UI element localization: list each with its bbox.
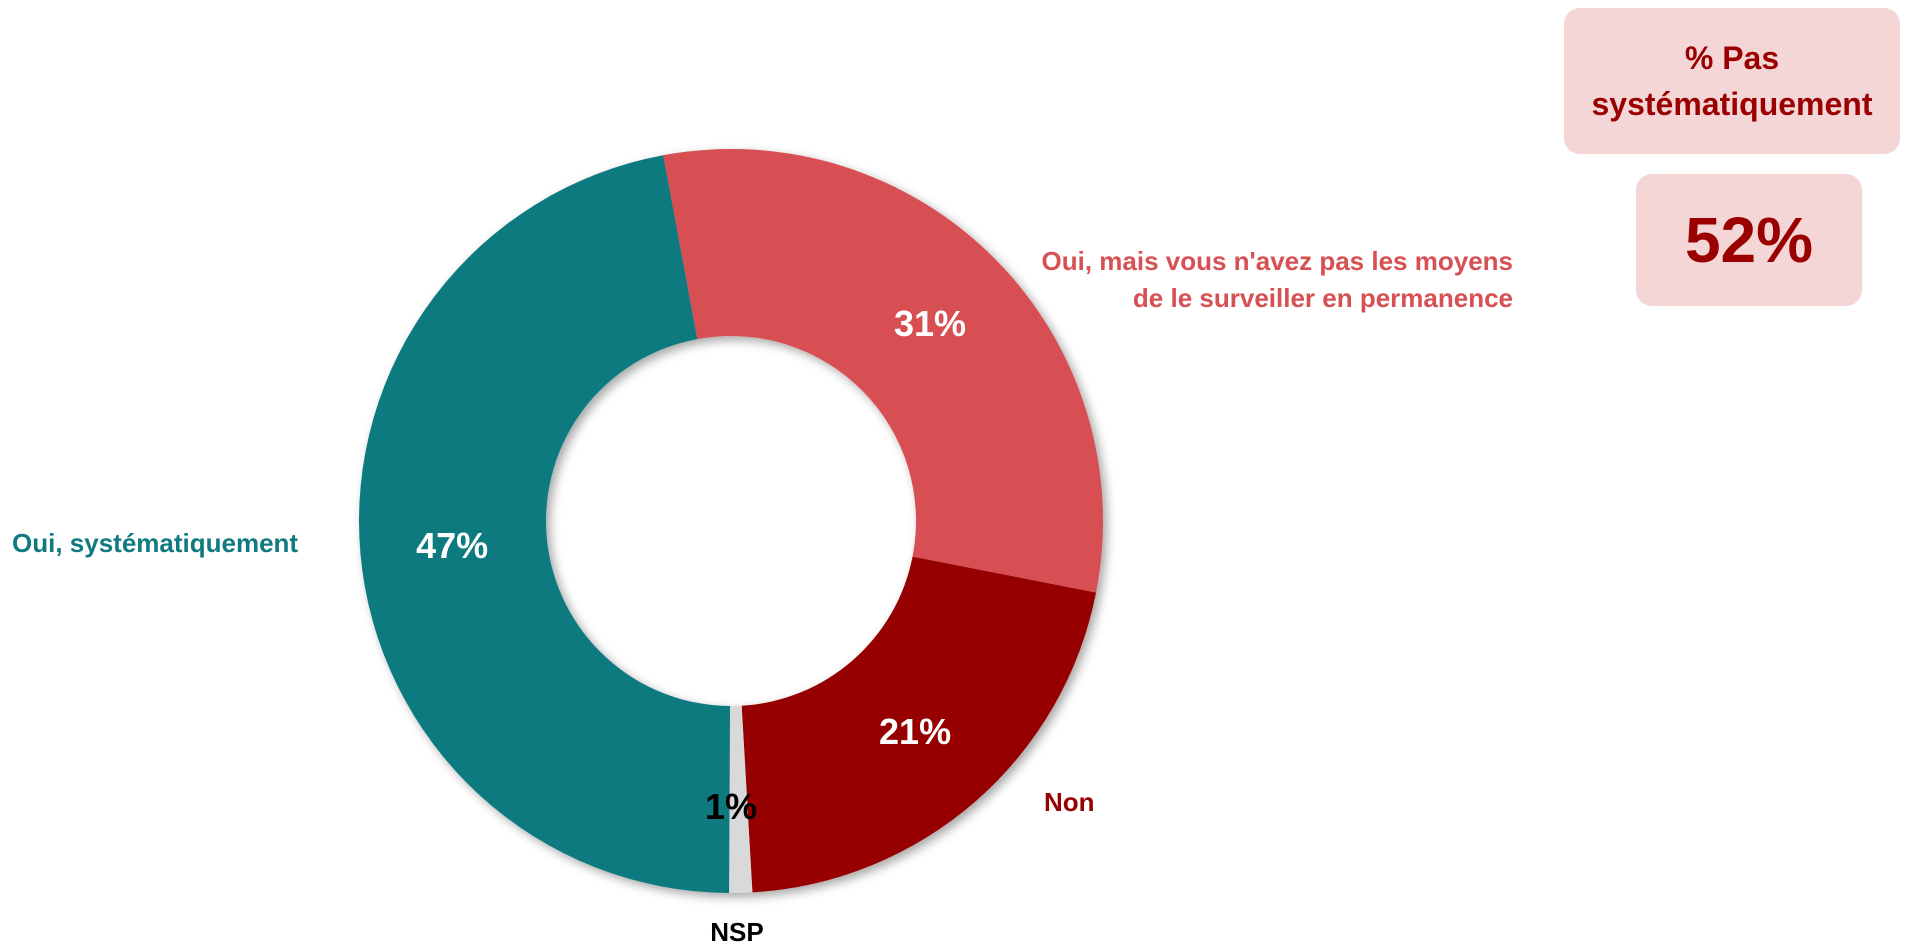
slice-oui-mais-vous-n-avez-pas-les-moyens-de-le-surveiller-en-permanence (663, 148, 1103, 593)
slice-value-label-oui-mais-vous-n-avez-pas-les-moyens-de-le-surveiller-en-permanence: 31% (894, 303, 966, 344)
kpi-title: % Pas systématiquement (1591, 40, 1873, 122)
slice-value-labels: 31% 21% 1% 47% (416, 303, 966, 827)
kpi-value: 52% (1684, 204, 1814, 276)
kpi-value-box: 52% (1636, 174, 1862, 306)
slice-non (741, 556, 1097, 893)
category-labels: Oui, mais vous n'avez pas les moyens de l… (12, 246, 1513, 944)
slice-value-label-non: 21% (879, 711, 951, 752)
slice-value-label-oui-systematiquement: 47% (416, 525, 488, 566)
category-label-nsp: NSP (710, 917, 763, 944)
slice-value-label-nsp: 1% (705, 786, 757, 827)
category-label-oui-systematiquement: Oui, systématiquement (12, 528, 298, 558)
slice-nsp (729, 705, 753, 893)
kpi-title-box: % Pas systématiquement (1564, 8, 1900, 154)
category-label-oui-mais-vous-n-avez-pas-les-moyens-de-le-surveiller-en-permanence: Oui, mais vous n'avez pas les moyens de l… (1042, 246, 1514, 313)
category-label-non: Non (1044, 787, 1095, 817)
donut-slices (358, 148, 1103, 893)
slice-oui-systematiquement (358, 155, 731, 893)
